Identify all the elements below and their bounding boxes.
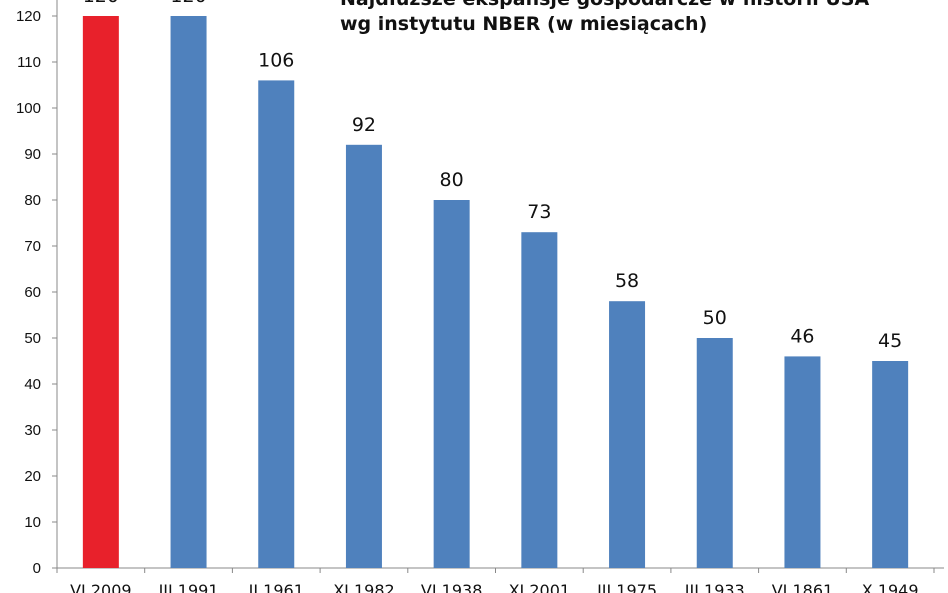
chart-title-line-1: Najdłuższe ekspansje gospodarcze w histo… [340, 0, 869, 10]
bar [696, 338, 733, 568]
y-tick-label: 40 [24, 376, 41, 393]
category-label: III 1975 [597, 581, 657, 593]
bar [170, 16, 207, 568]
bar [609, 301, 646, 568]
data-label: 73 [527, 201, 551, 223]
y-tick-label: 50 [24, 330, 41, 347]
y-tick-label: 90 [24, 146, 41, 163]
data-label: 106 [258, 49, 294, 71]
data-label: 45 [878, 330, 902, 352]
y-tick-label: 20 [24, 468, 41, 485]
bar [258, 80, 295, 569]
y-tick-label: 100 [16, 100, 41, 117]
bar [345, 144, 382, 569]
chart-title-line-2: wg instytutu NBER (w miesiącach) [340, 13, 708, 35]
category-label: II 1961 [249, 581, 304, 593]
category-label: VI 1861 [772, 581, 833, 593]
bar [521, 232, 558, 568]
y-tick-label: 120 [16, 8, 41, 25]
category-label: III 1991 [159, 581, 219, 593]
category-label: XI 2001 [509, 581, 570, 593]
y-tick-label: 0 [33, 560, 41, 577]
category-label: VI 2009 [70, 581, 131, 593]
y-tick-label: 60 [24, 284, 41, 301]
data-label: 120 [83, 0, 119, 7]
category-label: XI 1982 [333, 581, 394, 593]
category-label: VI 1938 [421, 581, 482, 593]
bar [82, 16, 119, 568]
bar [784, 356, 821, 568]
data-label: 120 [170, 0, 206, 7]
category-label: III 1933 [685, 581, 745, 593]
category-label: X 1949 [862, 581, 919, 593]
data-label: 50 [703, 307, 727, 329]
data-label: 46 [790, 325, 814, 347]
data-label: 58 [615, 270, 639, 292]
data-label: 92 [352, 114, 376, 136]
bar [872, 361, 909, 568]
y-tick-label: 70 [24, 238, 41, 255]
bar [433, 200, 470, 568]
y-tick-label: 30 [24, 422, 41, 439]
y-tick-label: 110 [17, 54, 41, 71]
y-tick-label: 80 [24, 192, 41, 209]
y-tick-label: 10 [24, 514, 41, 531]
data-label: 80 [440, 169, 464, 191]
